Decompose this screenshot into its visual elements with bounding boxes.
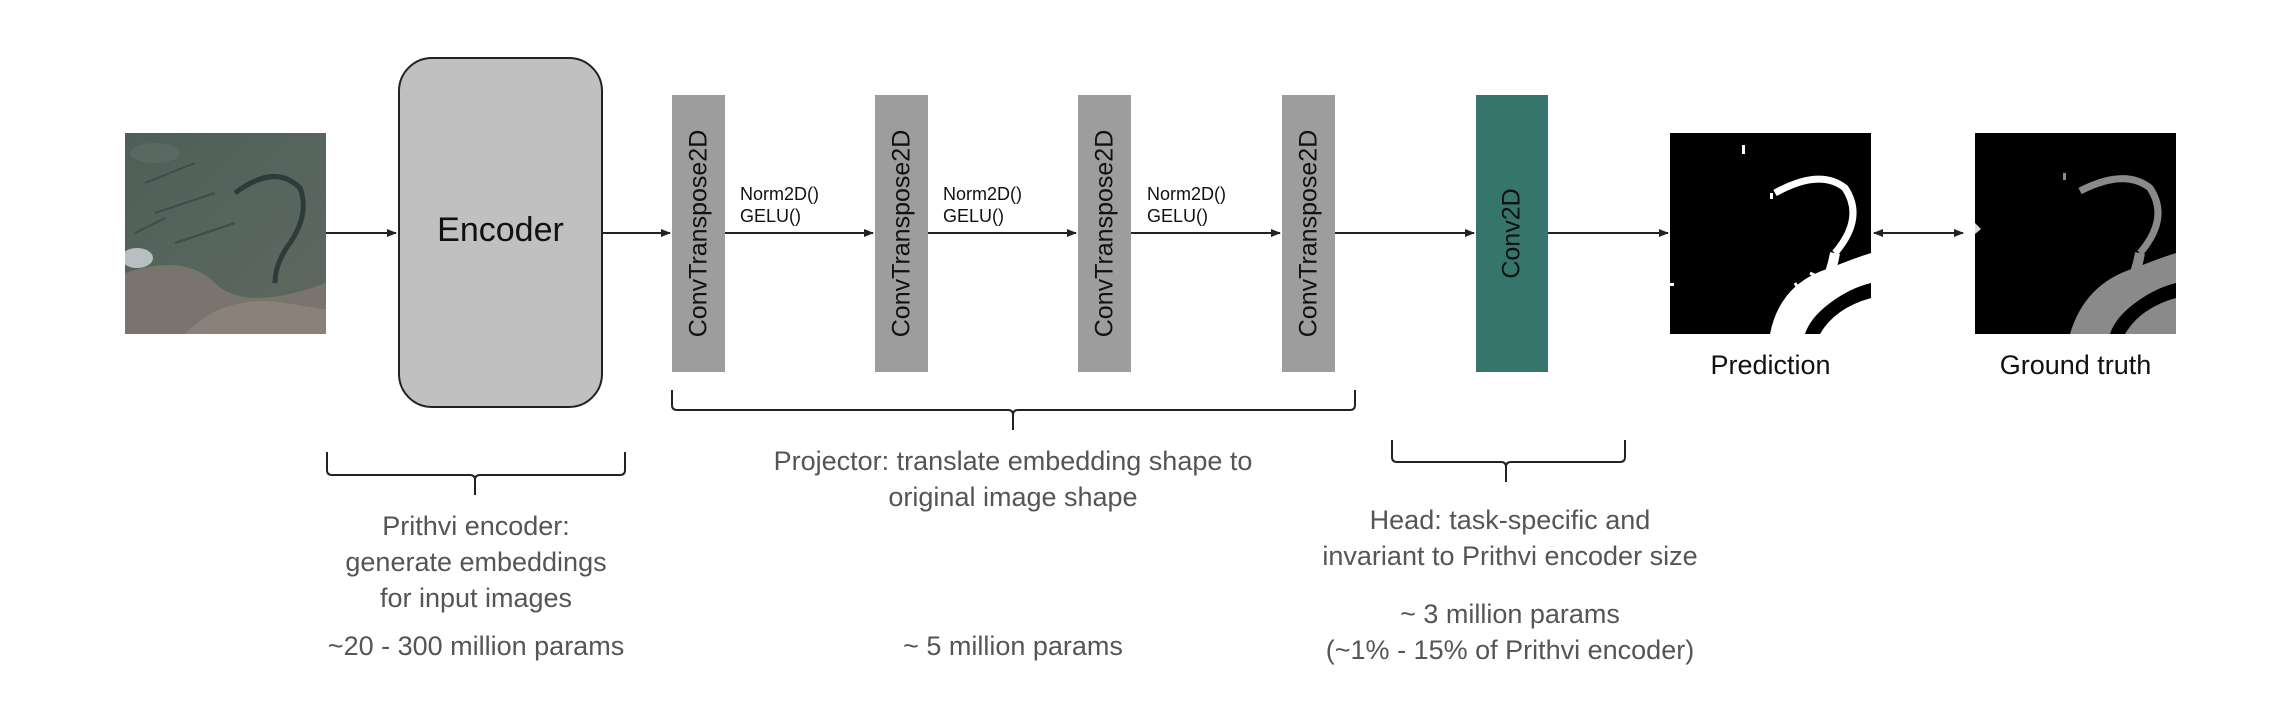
annotation-line: Prithvi encoder:	[382, 511, 570, 541]
projector-params: ~ 5 million params	[903, 631, 1123, 661]
prediction-label: Prediction	[1710, 350, 1831, 380]
convtranspose-layer-4: ConvTranspose2D	[1282, 95, 1335, 372]
gelu-label: GELU()	[943, 206, 1005, 226]
convtranspose-layer-2: ConvTranspose2D	[875, 95, 928, 372]
head-params: ~ 3 million params (~1% - 15% of Prithvi…	[1260, 596, 1760, 668]
ground-truth-mask-image	[1975, 133, 2176, 334]
encoder-brace	[326, 452, 626, 495]
convtranspose-layer-3: ConvTranspose2D	[1078, 95, 1131, 372]
input-satellite-image	[125, 133, 326, 334]
encoder-label: Encoder	[437, 211, 564, 249]
norm-label: Norm2D()	[740, 184, 819, 204]
head-brace	[1391, 440, 1626, 482]
activation-label-3: Norm2D() GELU()	[1147, 183, 1226, 227]
head-annotation: Head: task-specific and invariant to Pri…	[1260, 502, 1760, 574]
annotation-line: ~ 3 million params	[1400, 599, 1620, 629]
projector-brace	[671, 390, 1356, 430]
annotation-line: generate embeddings	[345, 547, 607, 577]
activation-label-2: Norm2D() GELU()	[943, 183, 1022, 227]
convtranspose-layer-1: ConvTranspose2D	[672, 95, 725, 372]
norm-label: Norm2D()	[1147, 184, 1226, 204]
projector-annotation: Projector: translate embedding shape to …	[713, 443, 1313, 515]
gelu-label: GELU()	[1147, 206, 1209, 226]
prediction-mask-image	[1670, 133, 1871, 334]
ground-truth-label: Ground truth	[1999, 350, 2152, 380]
annotation-line: Head: task-specific and	[1369, 505, 1651, 535]
annotation-line: for input images	[379, 583, 573, 613]
annotation-line: (~1% - 15% of Prithvi encoder)	[1325, 635, 1695, 665]
activation-label-1: Norm2D() GELU()	[740, 183, 819, 227]
encoder-block: Encoder	[398, 57, 603, 408]
norm-label: Norm2D()	[943, 184, 1022, 204]
gelu-label: GELU()	[740, 206, 802, 226]
annotation-line: original image shape	[888, 482, 1138, 512]
encoder-annotation: Prithvi encoder: generate embeddings for…	[276, 508, 676, 616]
annotation-line: invariant to Prithvi encoder size	[1322, 541, 1698, 571]
conv2d-head-block: Conv2D	[1476, 95, 1548, 372]
annotation-line: Projector: translate embedding shape to	[773, 446, 1253, 476]
encoder-params: ~20 - 300 million params	[327, 631, 625, 661]
